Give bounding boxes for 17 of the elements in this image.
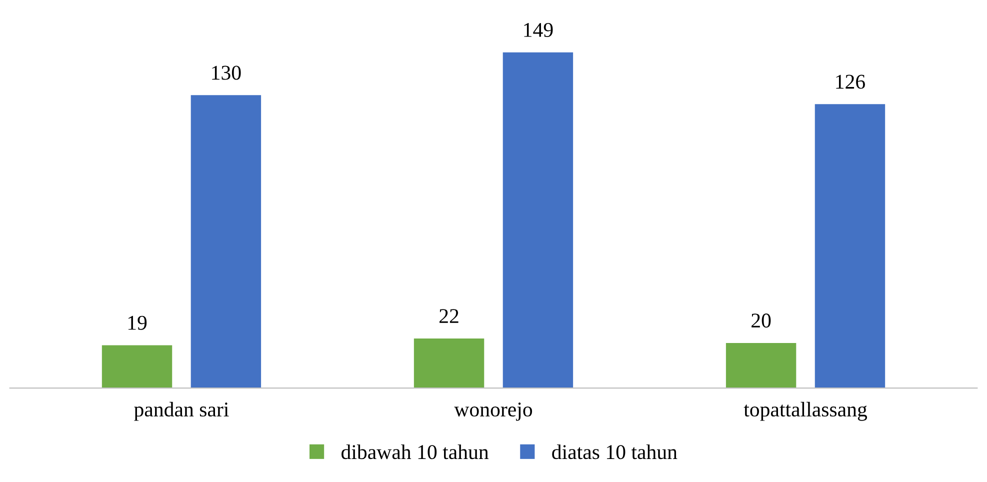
data-label: 126 <box>836 74 865 89</box>
legend-label: dibawah 10 tahun <box>342 444 489 460</box>
bar <box>726 342 796 388</box>
data-label: 20 <box>752 314 771 328</box>
x-tick-label: wonorejo <box>454 402 532 421</box>
bar <box>502 52 574 388</box>
legend-label: diatas 10 tahun <box>552 444 678 460</box>
x-tick-label: topattallassang <box>744 402 868 421</box>
data-label: 19 <box>128 316 147 330</box>
bar <box>814 104 886 388</box>
bar <box>102 345 172 388</box>
data-label: 130 <box>212 66 241 80</box>
bar <box>190 95 262 388</box>
data-label: 22 <box>440 309 458 323</box>
bar <box>414 338 484 388</box>
x-tick-label: pandan sari <box>134 402 229 421</box>
data-label: 149 <box>524 22 553 37</box>
